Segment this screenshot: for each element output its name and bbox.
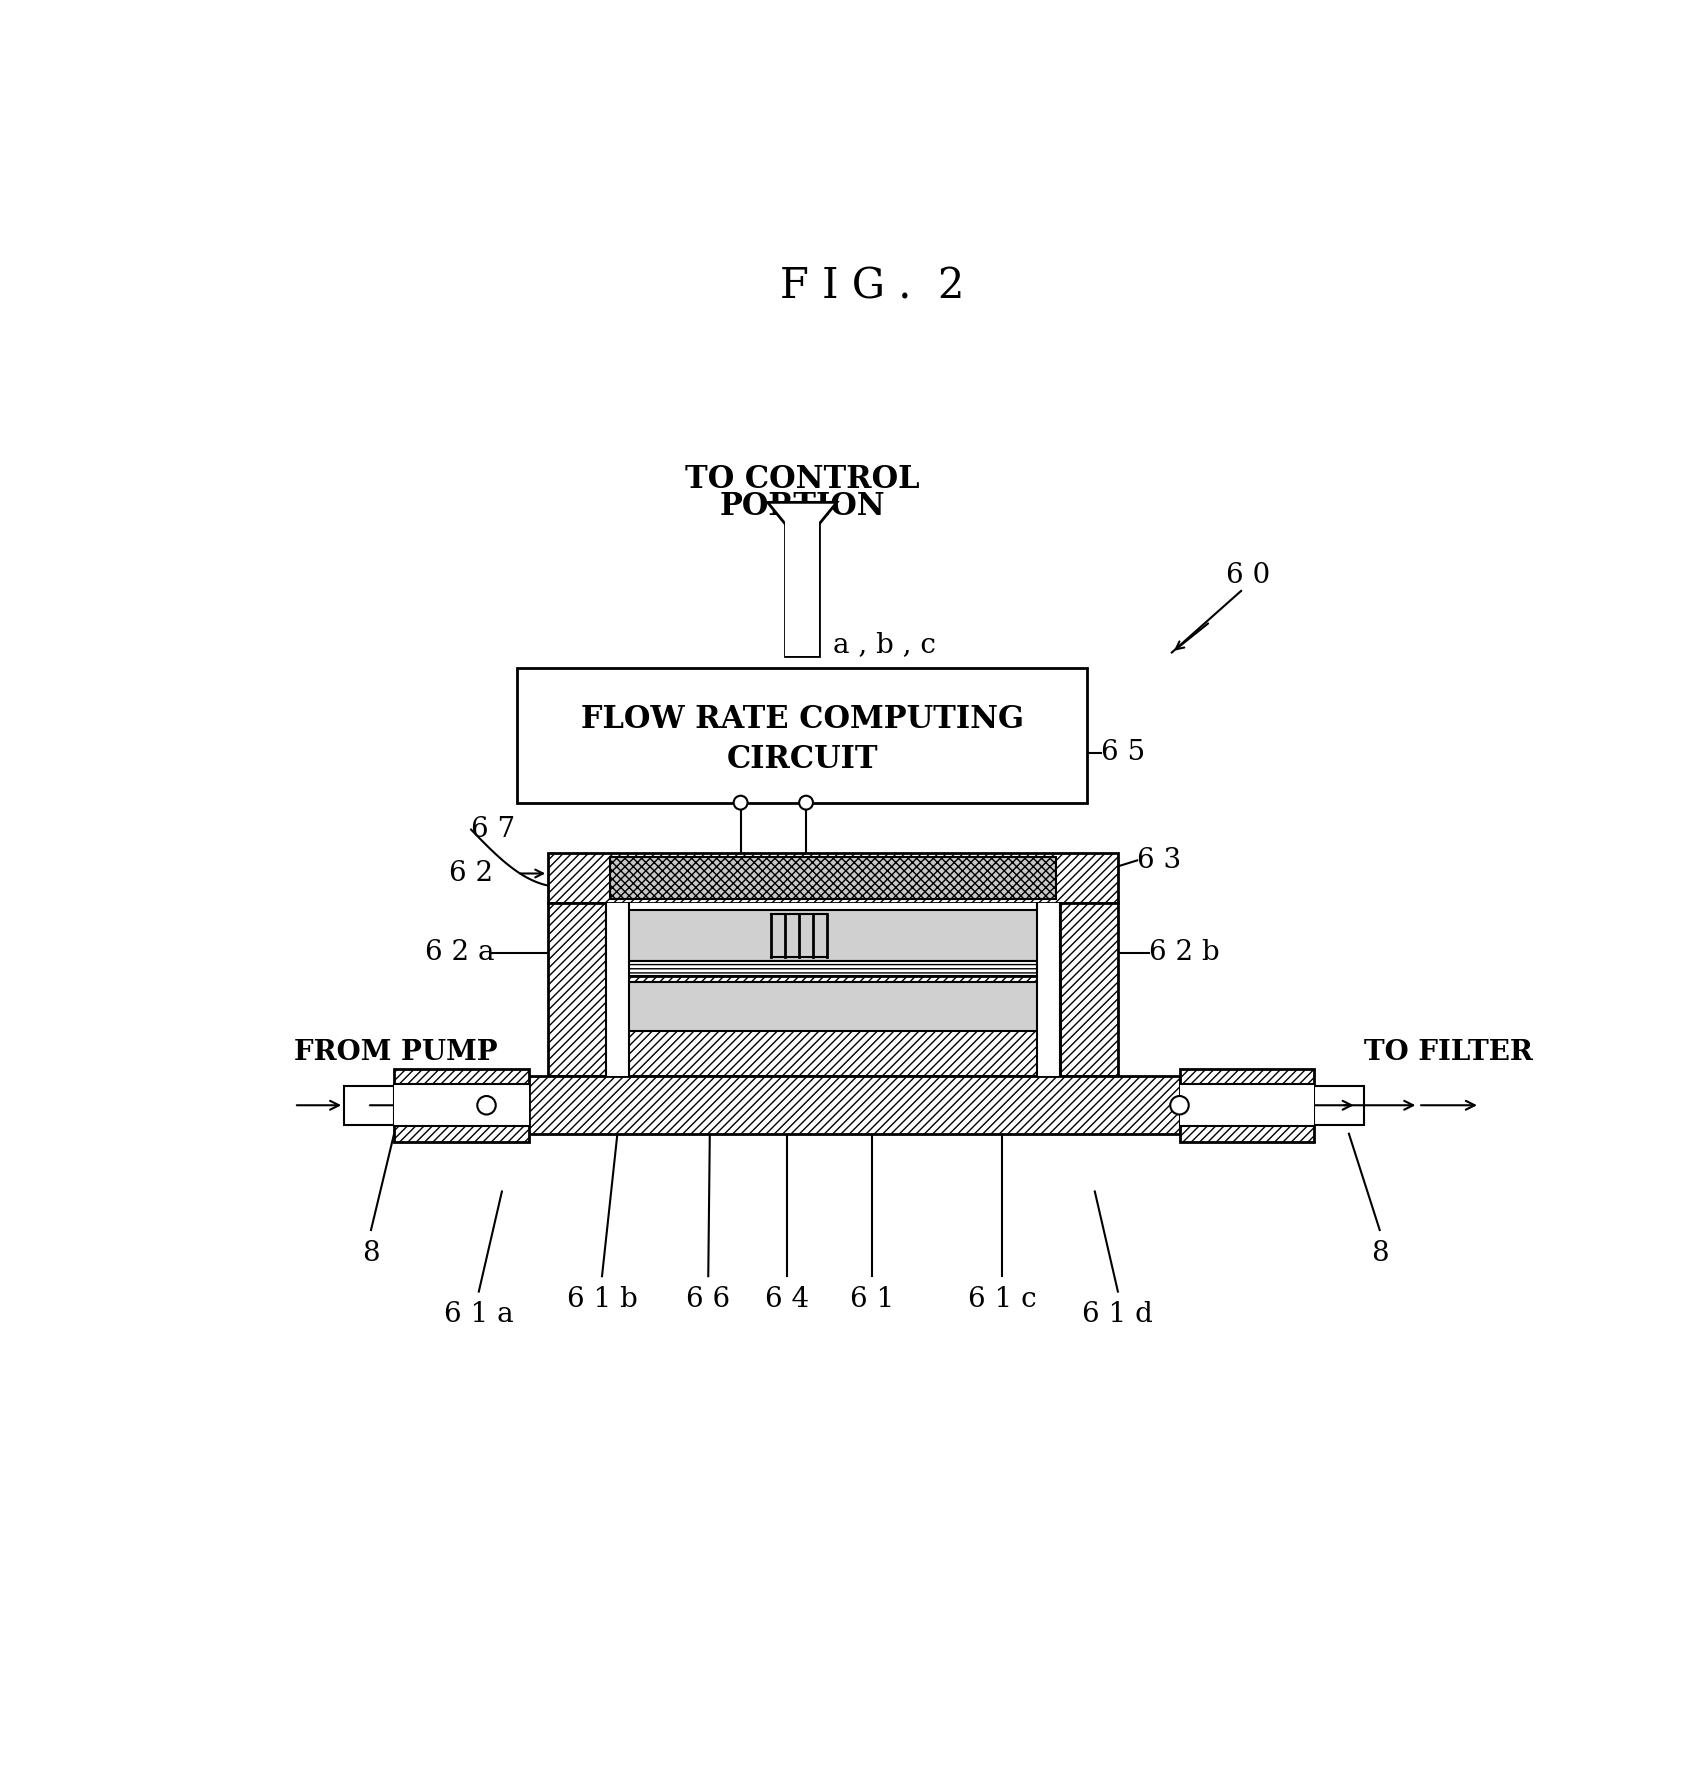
Text: 6 4: 6 4 <box>764 1285 808 1314</box>
Bar <box>785 502 819 657</box>
Circle shape <box>734 796 747 810</box>
Text: 8: 8 <box>1370 1239 1389 1267</box>
Text: 6 2 b: 6 2 b <box>1149 940 1219 967</box>
Text: FLOW RATE COMPUTING: FLOW RATE COMPUTING <box>580 703 1023 735</box>
Bar <box>785 504 819 657</box>
Bar <box>548 853 1118 902</box>
Circle shape <box>800 796 814 810</box>
Bar <box>606 902 630 1075</box>
Text: 6 2 a: 6 2 a <box>426 940 494 967</box>
Circle shape <box>1171 1096 1188 1114</box>
Text: 6 3: 6 3 <box>1137 847 1181 874</box>
Text: 6 1 a: 6 1 a <box>444 1301 514 1328</box>
Bar <box>1314 1086 1365 1125</box>
Bar <box>1179 1084 1314 1127</box>
Text: 6 2: 6 2 <box>449 860 492 886</box>
Text: 6 1 b: 6 1 b <box>567 1285 637 1314</box>
Bar <box>548 902 606 1075</box>
Bar <box>344 1086 395 1125</box>
Bar <box>395 1070 529 1143</box>
Text: 6 1: 6 1 <box>851 1285 894 1314</box>
Text: 6 1 d: 6 1 d <box>1082 1301 1154 1328</box>
Text: PORTION: PORTION <box>720 491 885 522</box>
Polygon shape <box>768 502 837 545</box>
Text: 8: 8 <box>363 1239 380 1267</box>
Text: F I G .  2: F I G . 2 <box>780 265 965 308</box>
Bar <box>487 1075 1179 1134</box>
Bar <box>1060 902 1118 1075</box>
Text: 6 0: 6 0 <box>1225 562 1270 589</box>
Bar <box>1037 902 1060 1075</box>
Text: 6 1 c: 6 1 c <box>968 1285 1037 1314</box>
Bar <box>606 902 1060 910</box>
Circle shape <box>477 1096 495 1114</box>
Bar <box>395 1084 529 1127</box>
Text: TO FILTER: TO FILTER <box>1365 1040 1534 1066</box>
Bar <box>606 910 1060 961</box>
Bar <box>613 983 1054 1031</box>
Bar <box>606 975 1060 1075</box>
Text: 6 5: 6 5 <box>1101 739 1145 765</box>
Bar <box>517 668 1088 803</box>
Bar <box>1179 1070 1314 1143</box>
Text: TO CONTROL: TO CONTROL <box>684 463 919 495</box>
Text: CIRCUIT: CIRCUIT <box>727 744 878 774</box>
Text: 6 6: 6 6 <box>686 1285 730 1314</box>
Text: 6 7: 6 7 <box>471 815 516 844</box>
Bar <box>609 856 1057 899</box>
Text: a , b , c: a , b , c <box>832 632 936 659</box>
Text: FROM PUMP: FROM PUMP <box>294 1040 497 1066</box>
Bar <box>606 961 1060 975</box>
